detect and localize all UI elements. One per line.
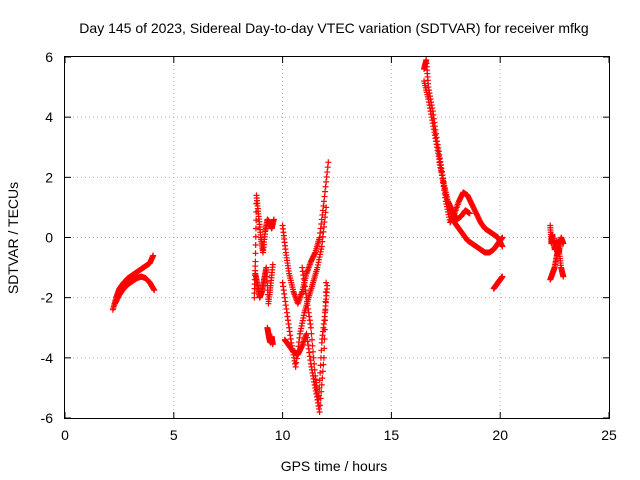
series-arc-4d bbox=[490, 273, 506, 292]
data-point bbox=[252, 233, 259, 240]
data-point bbox=[252, 250, 259, 257]
grid bbox=[64, 56, 610, 419]
data-point bbox=[307, 324, 314, 331]
series-arc-4c bbox=[436, 159, 473, 223]
y-tick-label: 4 bbox=[45, 109, 53, 125]
data-point bbox=[308, 330, 315, 337]
data-point bbox=[320, 361, 327, 368]
x-tick-label: 25 bbox=[601, 427, 617, 443]
data-point bbox=[323, 204, 330, 211]
data-points bbox=[109, 57, 567, 415]
data-point bbox=[315, 399, 322, 406]
data-point bbox=[324, 282, 331, 289]
x-tick-label: 10 bbox=[275, 427, 291, 443]
y-tick-label: -4 bbox=[41, 350, 54, 366]
x-tick-label: 20 bbox=[492, 427, 508, 443]
x-tick-label: 0 bbox=[61, 427, 69, 443]
data-point bbox=[560, 273, 567, 280]
data-point bbox=[252, 225, 259, 232]
data-point bbox=[316, 408, 323, 415]
y-tick-label: 0 bbox=[45, 230, 53, 246]
y-tick-label: 2 bbox=[45, 169, 53, 185]
x-tick-label: 5 bbox=[170, 427, 178, 443]
y-tick-label: -6 bbox=[41, 410, 54, 426]
data-point bbox=[318, 381, 325, 388]
series-arc-4a bbox=[421, 57, 506, 256]
series-arc-4b bbox=[421, 78, 506, 250]
data-point bbox=[151, 287, 158, 294]
series-arc-5a bbox=[547, 222, 567, 256]
data-point bbox=[317, 369, 324, 376]
data-point bbox=[252, 258, 259, 265]
series-arc-2c bbox=[264, 324, 276, 348]
data-point bbox=[316, 384, 323, 391]
data-point bbox=[310, 354, 317, 361]
data-point bbox=[318, 388, 325, 395]
data-point bbox=[315, 392, 322, 399]
data-point bbox=[317, 354, 324, 361]
data-point bbox=[253, 217, 260, 224]
series-arc-5b bbox=[547, 246, 567, 283]
series-arc-3d bbox=[299, 264, 331, 406]
data-point bbox=[311, 360, 318, 367]
y-tick-label: 6 bbox=[45, 49, 53, 65]
data-point bbox=[499, 243, 506, 250]
chart-title: Day 145 of 2023, Sidereal Day-to-day VTE… bbox=[79, 20, 588, 36]
data-point bbox=[323, 279, 330, 286]
y-axis-label: SDTVAR / TECUs bbox=[5, 182, 21, 294]
tick-labels: 0 5 10 15 20 25 -6 -4 -2 0 2 4 6 bbox=[41, 49, 617, 443]
data-point bbox=[317, 362, 324, 369]
data-point bbox=[499, 273, 506, 280]
series-arc-2a bbox=[251, 192, 277, 301]
data-point bbox=[318, 347, 325, 354]
data-point bbox=[308, 336, 315, 343]
data-point bbox=[252, 242, 259, 249]
data-point bbox=[316, 377, 323, 384]
x-tick-label: 15 bbox=[384, 427, 400, 443]
series-arc-1b bbox=[112, 273, 158, 307]
data-point bbox=[310, 348, 317, 355]
series-arc-2b bbox=[252, 261, 276, 307]
x-axis-label: GPS time / hours bbox=[281, 458, 388, 474]
data-point bbox=[269, 261, 276, 268]
data-point bbox=[269, 341, 276, 348]
y-tick-label: -2 bbox=[41, 290, 54, 306]
plot-frame bbox=[64, 56, 610, 419]
data-point bbox=[466, 210, 473, 217]
data-point bbox=[325, 159, 332, 166]
data-point bbox=[309, 342, 316, 349]
data-point bbox=[560, 240, 567, 247]
data-point bbox=[311, 366, 318, 373]
data-point bbox=[150, 252, 157, 259]
data-point bbox=[270, 216, 277, 223]
